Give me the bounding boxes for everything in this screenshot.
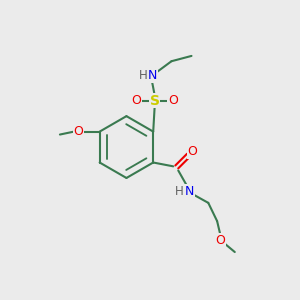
Text: O: O xyxy=(131,94,141,107)
Text: O: O xyxy=(74,125,83,138)
Text: H: H xyxy=(175,184,183,198)
Text: O: O xyxy=(216,234,226,247)
Text: H: H xyxy=(139,69,147,82)
Text: N: N xyxy=(148,69,157,82)
Text: S: S xyxy=(150,94,160,108)
Text: O: O xyxy=(187,145,197,158)
Text: N: N xyxy=(185,184,194,198)
Text: O: O xyxy=(168,94,178,107)
